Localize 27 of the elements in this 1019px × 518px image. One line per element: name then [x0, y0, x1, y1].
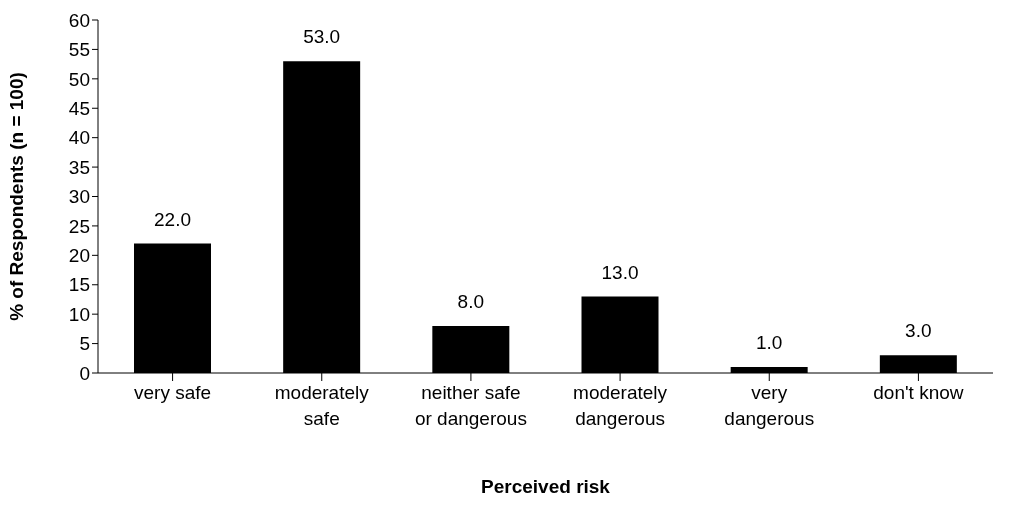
data-label: 13.0: [601, 261, 639, 283]
y-tick-label: 5: [79, 333, 90, 355]
y-tick-label: 20: [68, 245, 90, 267]
data-label: 22.0: [154, 208, 191, 230]
y-tick-label: 50: [68, 68, 90, 90]
y-tick-label: 40: [68, 127, 90, 149]
x-axis-title: Perceived risk: [481, 476, 611, 497]
x-tick-label: moderately safe: [274, 382, 370, 429]
x-tick-label: very dangerous: [724, 382, 815, 429]
y-tick-label: 30: [68, 186, 90, 208]
x-tick-label: don't know: [873, 382, 964, 403]
y-tick-label: 15: [68, 274, 90, 296]
y-axis-title: % of Respondents (n = 100): [5, 72, 27, 321]
y-tick-label: 60: [68, 9, 90, 31]
data-label: 53.0: [303, 26, 341, 48]
y-tick-label: 10: [68, 303, 90, 325]
data-label: 1.0: [755, 332, 783, 354]
data-label: 8.0: [457, 290, 485, 312]
y-tick-label: 35: [68, 156, 90, 178]
x-tick-label: very safe: [134, 382, 212, 403]
y-tick-label: 0: [79, 362, 90, 384]
y-tick-label: 45: [68, 98, 90, 119]
data-label: 3.0: [905, 320, 932, 342]
x-tick-label: moderately dangerous: [573, 382, 668, 429]
x-tick-label: neither safe or dangerous: [414, 382, 527, 429]
y-tick-label: 55: [68, 39, 90, 61]
y-tick-label: 25: [68, 215, 90, 237]
